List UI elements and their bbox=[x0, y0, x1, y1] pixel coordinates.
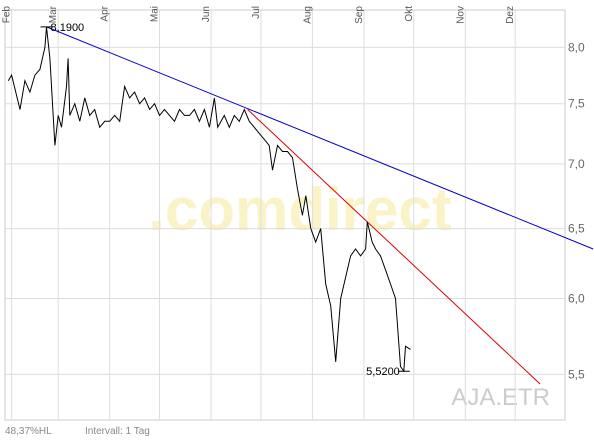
y-tick-label: 6,5 bbox=[568, 222, 585, 236]
x-tick-label: Feb bbox=[2, 6, 13, 24]
x-tick-label: Okt bbox=[404, 6, 415, 22]
x-tick-label: Dez bbox=[505, 6, 516, 24]
x-tick-label: Aug bbox=[302, 6, 313, 24]
x-tick-label: Jul bbox=[251, 6, 262, 19]
trendline bbox=[46, 26, 594, 250]
footer-interval: Intervall: 1 Tag bbox=[85, 426, 150, 437]
y-tick-label: 5,5 bbox=[568, 367, 585, 381]
annotation-label: 8,1900 bbox=[51, 22, 85, 34]
price-line bbox=[7, 26, 411, 373]
watermark: .comdirect bbox=[148, 176, 451, 243]
y-tick-label: 7,0 bbox=[568, 157, 585, 171]
x-tick-label: Jun bbox=[201, 6, 212, 22]
plot-frame bbox=[4, 9, 566, 421]
y-tick-label: 8,0 bbox=[568, 40, 585, 54]
x-tick-label: Nov bbox=[455, 6, 466, 24]
trendline bbox=[247, 109, 541, 385]
x-tick-label: Mar bbox=[48, 5, 59, 23]
x-tick-label: Apr bbox=[100, 5, 111, 21]
symbol: AJA.ETR bbox=[451, 384, 550, 411]
y-tick-label: 6,0 bbox=[568, 291, 585, 305]
x-tick-label: Sep bbox=[354, 6, 365, 24]
x-tick-label: Mai bbox=[150, 6, 161, 22]
y-tick-label: 7,5 bbox=[568, 97, 585, 111]
footer-left: 48,37%HL bbox=[5, 426, 52, 437]
annotation-label: 5,5200 bbox=[366, 366, 400, 378]
